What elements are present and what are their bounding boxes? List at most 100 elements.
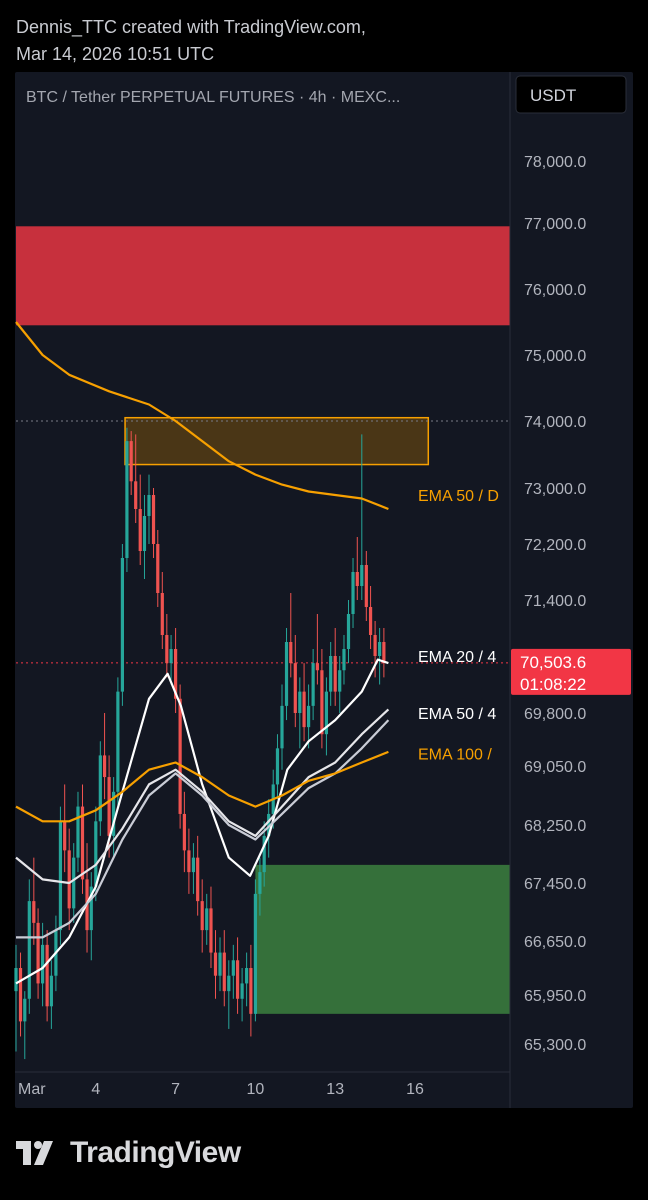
candle-countdown: 01:08:22 xyxy=(520,675,586,694)
candle-body xyxy=(178,698,182,814)
candle-body xyxy=(240,983,244,999)
candle-body xyxy=(187,850,191,873)
candle-body xyxy=(249,968,253,1014)
chart-title: BTC / Tether PERPETUAL FUTURES · 4h · ME… xyxy=(26,89,400,106)
candle-body xyxy=(227,975,231,992)
candle-body xyxy=(174,649,178,699)
candle-body xyxy=(160,593,164,635)
candle-body xyxy=(231,960,235,976)
candle-body xyxy=(147,495,151,516)
candle-body xyxy=(222,952,226,992)
candle-body xyxy=(307,705,311,728)
candle-body xyxy=(67,850,71,909)
candle-body xyxy=(156,544,160,593)
time-tick-label: 16 xyxy=(406,1081,424,1098)
price-tick-label: 69,050.0 xyxy=(524,759,586,776)
price-tick-label: 66,650.0 xyxy=(524,934,586,951)
current-price-badge xyxy=(511,648,631,695)
candle-body xyxy=(76,806,80,858)
candle-body xyxy=(382,642,386,664)
price-tick-label: 71,400.0 xyxy=(524,593,586,610)
candle-body xyxy=(58,821,63,931)
resistance-zone xyxy=(124,416,430,466)
attribution-line: Dennis_TTC created with TradingView.com, xyxy=(16,17,366,37)
candle-body xyxy=(284,642,289,706)
time-tick-label: 13 xyxy=(326,1081,344,1098)
candle-body xyxy=(315,663,319,671)
price-tick-label: 74,000.0 xyxy=(524,414,586,431)
candle-body xyxy=(364,565,368,607)
candle-body xyxy=(27,901,31,999)
time-tick-label: 7 xyxy=(171,1081,180,1098)
candle-body xyxy=(338,670,342,692)
candle-body xyxy=(107,777,111,836)
timestamp-line: Mar 14, 2026 10:51 UTC xyxy=(16,44,215,64)
candle-body xyxy=(253,893,257,1014)
candle-body xyxy=(373,635,377,656)
candle-body xyxy=(142,516,147,551)
series-line xyxy=(15,708,390,885)
candle-body xyxy=(346,614,351,649)
indicator-label: EMA 50 / 4 xyxy=(418,706,496,723)
series-line xyxy=(15,750,389,823)
candle-body xyxy=(165,635,169,664)
candle-body xyxy=(18,968,23,1022)
candle-body xyxy=(200,901,204,931)
candle-body xyxy=(72,857,76,909)
candle-body xyxy=(311,663,315,706)
candle-body xyxy=(378,642,382,656)
series-line xyxy=(15,321,389,511)
candle-body xyxy=(191,857,196,873)
candle-body xyxy=(262,835,266,873)
price-tick-label: 76,000.0 xyxy=(524,282,586,299)
candle-body xyxy=(333,656,337,692)
candle-body xyxy=(302,691,306,728)
candle-body xyxy=(125,441,129,558)
tradingview-logo: TradingView xyxy=(16,1136,241,1170)
candle-body xyxy=(245,968,249,984)
candle-body xyxy=(368,607,373,635)
candle-body xyxy=(298,691,302,713)
candle-body xyxy=(342,649,346,671)
price-tick-label: 65,950.0 xyxy=(524,988,586,1005)
price-tick-label: 73,000.0 xyxy=(524,481,586,498)
candle-body xyxy=(23,998,27,1022)
candle-body xyxy=(49,975,53,1007)
candle-body xyxy=(89,886,93,931)
candle-body xyxy=(329,656,333,692)
series-line xyxy=(15,658,389,985)
price-tick-label: 68,250.0 xyxy=(524,818,586,835)
candle-body xyxy=(324,691,329,735)
candle-body xyxy=(293,663,297,713)
time-tick-label: 4 xyxy=(91,1081,100,1098)
candle-body xyxy=(360,565,364,586)
price-tick-label: 65,300.0 xyxy=(524,1037,586,1054)
candle-body xyxy=(289,642,293,664)
candle-body xyxy=(320,670,324,735)
price-tick-label: 77,000.0 xyxy=(524,216,586,233)
candle-body xyxy=(218,952,222,976)
candle-body xyxy=(112,791,116,836)
candle-body xyxy=(209,908,213,953)
current-price-value: 70,503.6 xyxy=(520,653,586,672)
candle-body xyxy=(120,558,124,692)
price-tick-label: 67,450.0 xyxy=(524,876,586,893)
candle-body xyxy=(36,922,40,984)
candle-body xyxy=(235,960,240,999)
currency-label: USDT xyxy=(530,86,576,105)
currency-selector[interactable] xyxy=(515,75,627,114)
candle-body xyxy=(213,952,218,976)
price-tick-label: 72,200.0 xyxy=(524,537,586,554)
candle-body xyxy=(102,755,107,778)
candle-body xyxy=(258,872,262,894)
candle-body xyxy=(80,806,85,880)
candle-body xyxy=(205,908,209,931)
supply-zone xyxy=(16,226,510,326)
candle-body xyxy=(138,509,142,551)
candle-body xyxy=(41,944,45,984)
indicator-label: EMA 100 / xyxy=(418,746,492,763)
time-tick-label: 10 xyxy=(247,1081,265,1098)
attribution-header: Dennis_TTC created with TradingView.com,… xyxy=(16,14,366,68)
candle-body xyxy=(267,813,271,836)
